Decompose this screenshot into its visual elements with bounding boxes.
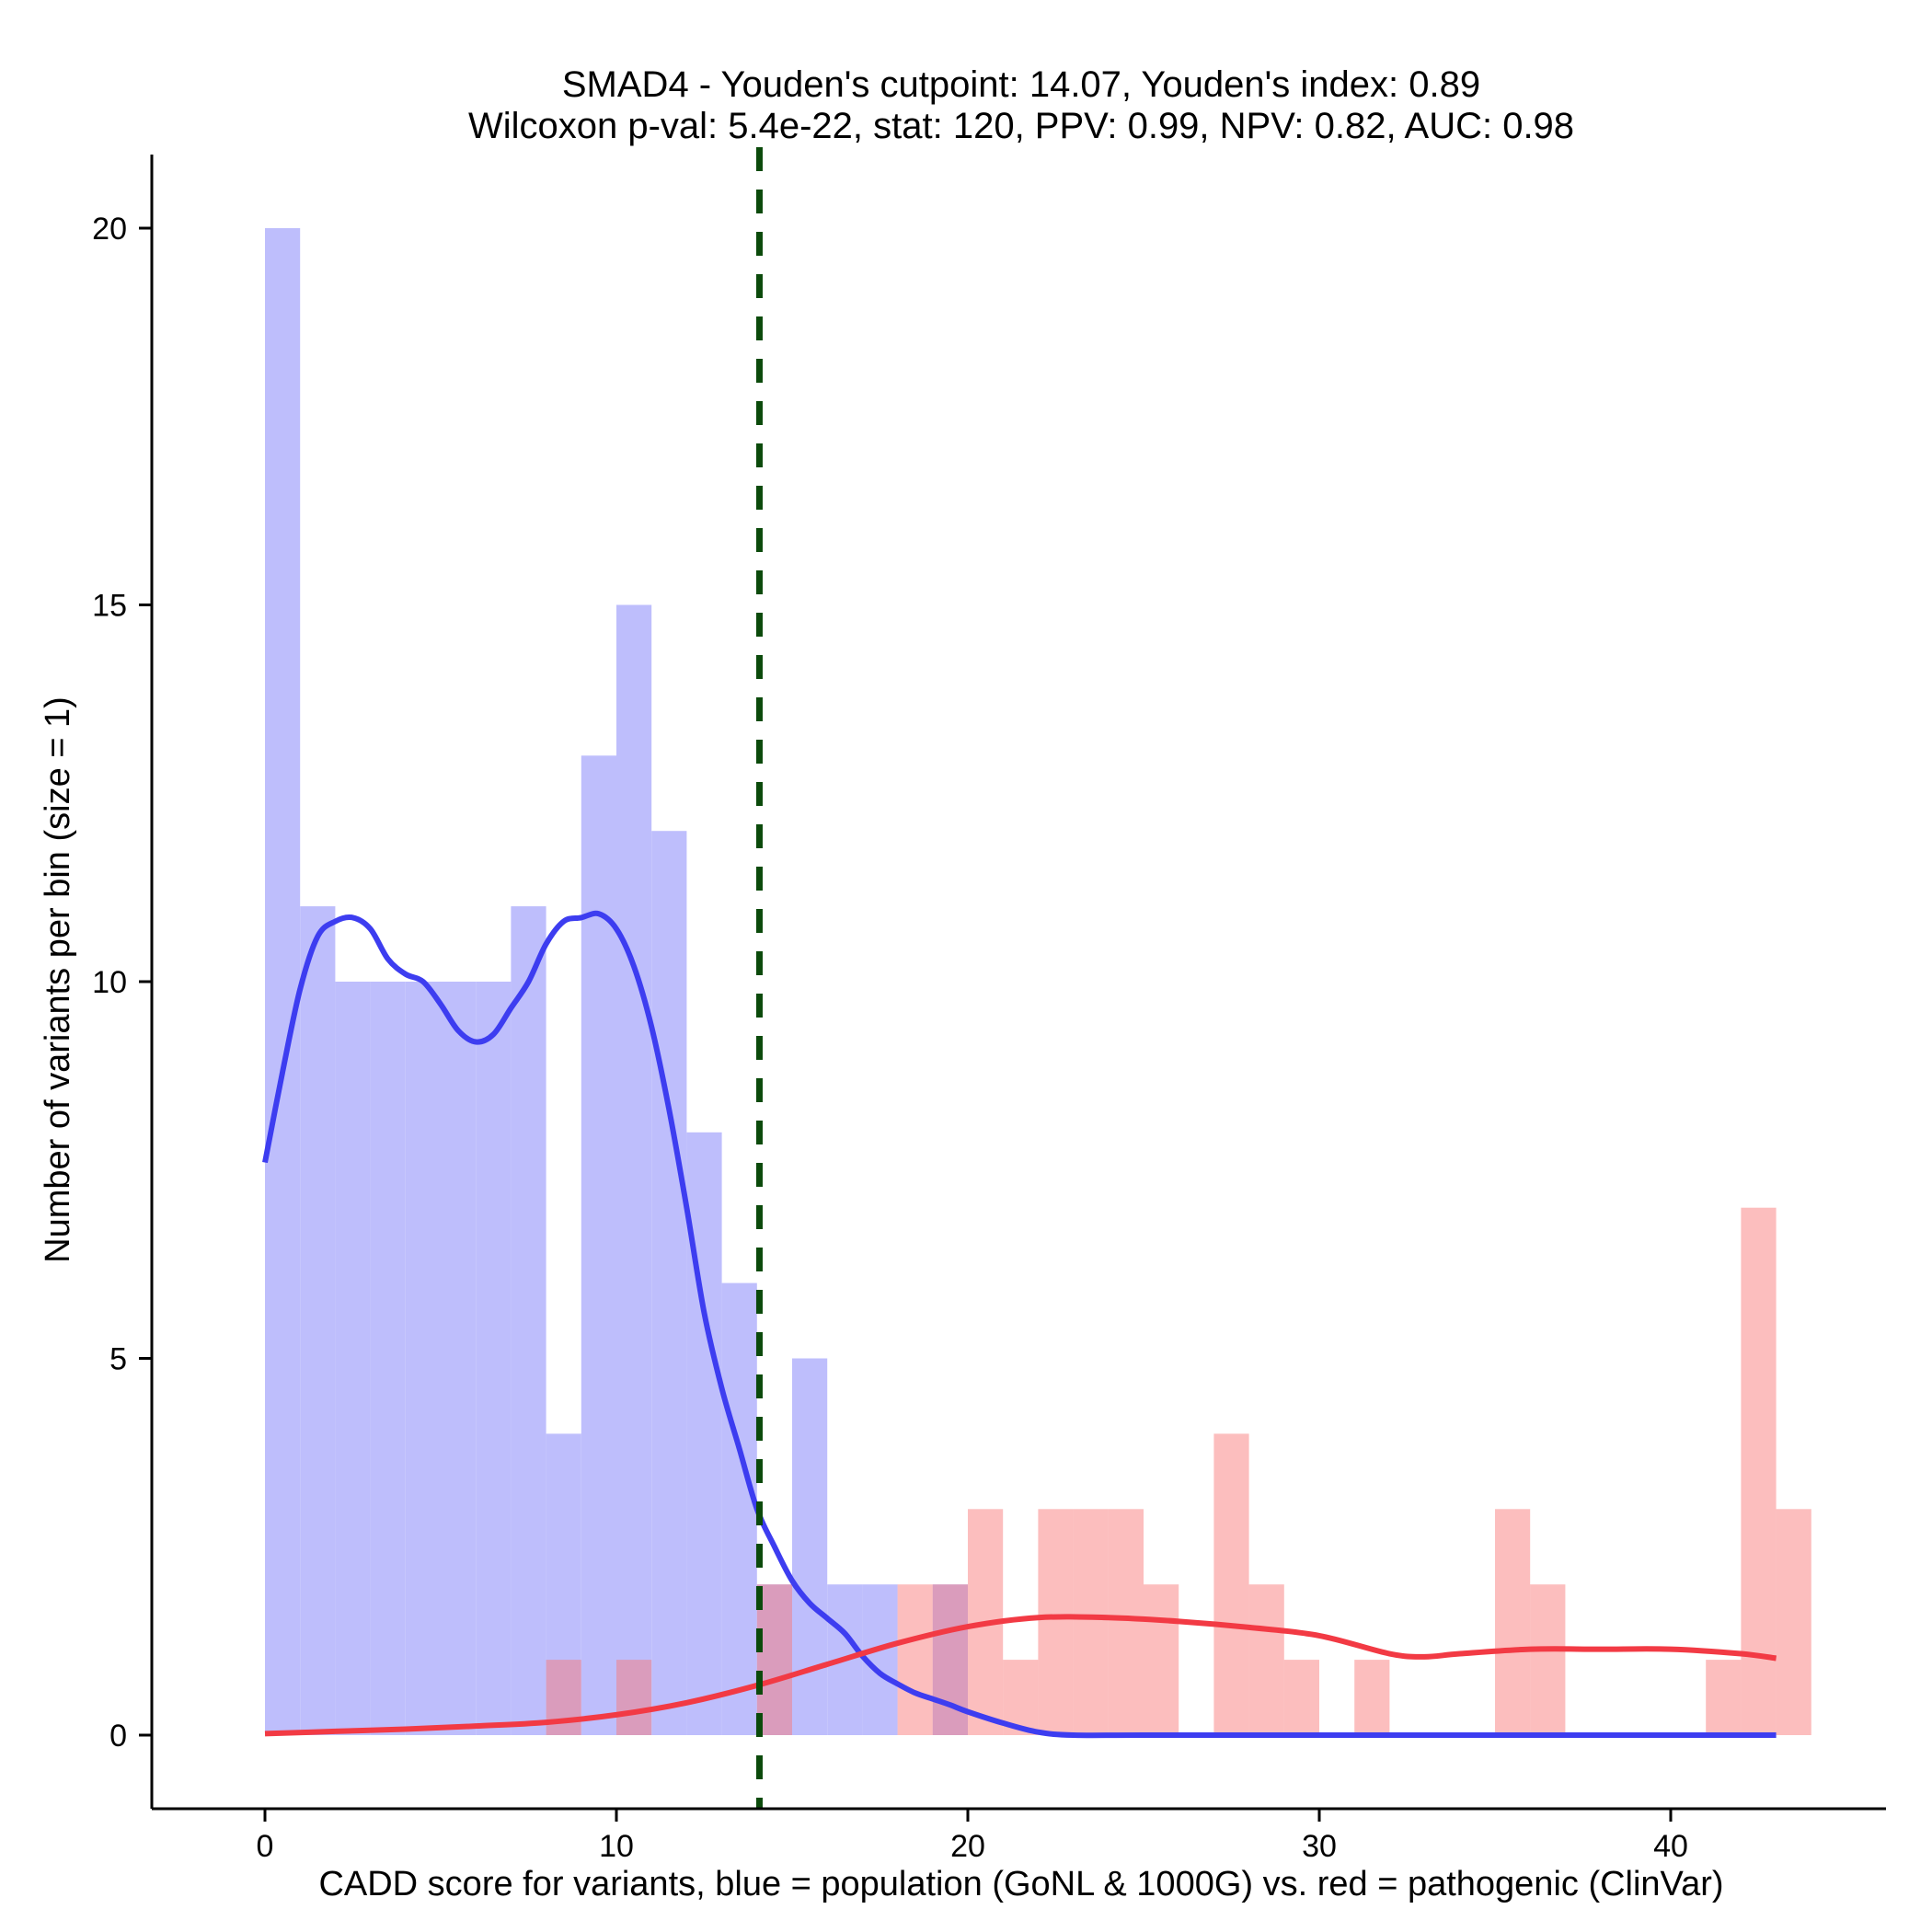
pathogenic-bar bbox=[897, 1584, 933, 1735]
population-bar bbox=[335, 982, 371, 1735]
x-tick-label: 30 bbox=[1302, 1829, 1337, 1864]
pathogenic-bar bbox=[1213, 1433, 1249, 1735]
y-tick-label: 0 bbox=[109, 1719, 127, 1754]
population-bar bbox=[370, 982, 406, 1735]
population-bar bbox=[651, 831, 687, 1735]
pathogenic-bar bbox=[1495, 1509, 1531, 1735]
population-bar bbox=[581, 755, 616, 1735]
y-tick-label: 5 bbox=[109, 1342, 127, 1377]
pathogenic-bar bbox=[1108, 1509, 1144, 1735]
population-bars bbox=[265, 228, 968, 1735]
population-bar bbox=[721, 1282, 757, 1735]
pathogenic-density-line bbox=[264, 1614, 1777, 1737]
x-tick-label: 10 bbox=[599, 1829, 634, 1864]
population-bar bbox=[405, 982, 441, 1735]
pathogenic-bar bbox=[616, 1660, 652, 1735]
population-bar bbox=[300, 906, 336, 1735]
pathogenic-bar bbox=[1530, 1584, 1566, 1735]
pathogenic-bar bbox=[1248, 1584, 1284, 1735]
population-bar bbox=[511, 906, 546, 1735]
chart-subtitle: Wilcoxon p-val: 5.4e-22, stat: 120, PPV:… bbox=[468, 106, 1574, 146]
pathogenic-bar bbox=[1706, 1660, 1742, 1735]
y-axis-label: Number of variants per bin (size = 1) bbox=[39, 696, 77, 1263]
pathogenic-bar bbox=[756, 1584, 792, 1735]
density-curves bbox=[262, 910, 1777, 1739]
x-axis-ticks: 0 10 20 30 40 bbox=[257, 1809, 1688, 1864]
population-bar bbox=[546, 1433, 581, 1735]
pathogenic-bar bbox=[1038, 1509, 1074, 1735]
population-bar bbox=[756, 1584, 792, 1735]
chart-title: SMAD4 - Youden's cutpoint: 14.07, Youden… bbox=[562, 64, 1480, 105]
population-bar bbox=[616, 604, 652, 1735]
y-tick-label: 20 bbox=[92, 212, 127, 247]
population-bar bbox=[441, 982, 477, 1735]
x-tick-label: 20 bbox=[950, 1829, 985, 1864]
population-bar bbox=[476, 982, 512, 1735]
x-tick-label: 0 bbox=[257, 1829, 274, 1864]
population-density-line bbox=[262, 910, 1777, 1739]
y-tick-label: 15 bbox=[92, 589, 127, 624]
y-tick-label: 10 bbox=[92, 965, 127, 1000]
pathogenic-bar bbox=[1741, 1207, 1777, 1735]
pathogenic-bar bbox=[1776, 1509, 1811, 1735]
population-bar bbox=[265, 228, 301, 1735]
y-axis-ticks: 0 5 10 15 20 bbox=[92, 212, 152, 1754]
x-axis-label: CADD score for variants, blue = populati… bbox=[318, 1865, 1723, 1903]
pathogenic-bars bbox=[546, 1207, 1811, 1735]
population-bar bbox=[792, 1358, 828, 1735]
pathogenic-bar bbox=[1283, 1660, 1319, 1735]
pathogenic-bar bbox=[1144, 1584, 1179, 1735]
x-tick-label: 40 bbox=[1653, 1829, 1688, 1864]
pathogenic-bar bbox=[1354, 1660, 1390, 1735]
pathogenic-bar bbox=[1073, 1509, 1109, 1735]
